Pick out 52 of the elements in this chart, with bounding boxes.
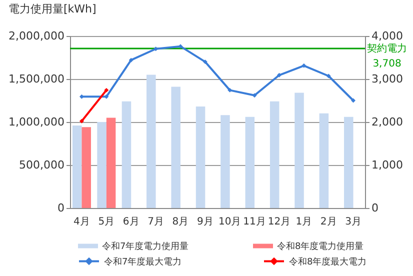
y2-tick-label: 2,000 xyxy=(372,116,403,128)
legend-label: 令和8年度電力使用量 xyxy=(277,241,364,252)
x-tick-label: 6月 xyxy=(122,216,140,228)
y-tick-label: 500,000 xyxy=(19,158,64,172)
ref-line-label: 契約電力 3,708 xyxy=(367,42,407,70)
point xyxy=(128,58,134,62)
bar xyxy=(72,125,82,208)
point xyxy=(302,63,306,68)
bar xyxy=(196,106,206,208)
y2-tick-label: 0 xyxy=(372,202,378,214)
point xyxy=(276,72,282,78)
x-tick-label: 4月 xyxy=(74,216,90,228)
y2-tick-label: 4,000 xyxy=(372,30,403,42)
point xyxy=(326,74,331,78)
y-tick-label: 1,500,000 xyxy=(8,72,64,86)
x-tick-label: 7月 xyxy=(148,216,164,228)
bar xyxy=(294,92,304,208)
x-tick-label: 2月 xyxy=(320,216,337,228)
x-tick-label: 5月 xyxy=(98,216,115,228)
point xyxy=(104,88,109,92)
y-tick-label: 0 xyxy=(58,202,64,214)
x-tick-label: 3月 xyxy=(345,216,362,228)
bar xyxy=(82,127,91,208)
bar xyxy=(171,86,180,208)
bar xyxy=(220,115,230,208)
bar xyxy=(146,74,156,208)
x-tick-label: 8月 xyxy=(172,216,189,228)
point xyxy=(228,88,232,92)
legend-label: 令和8年度最大電力 xyxy=(289,256,367,268)
bar xyxy=(122,101,132,208)
y2-tick-label: 1,000 xyxy=(372,158,403,172)
x-tick-label: 1月 xyxy=(296,216,312,228)
x-tick-label: 11月 xyxy=(243,216,266,228)
bar xyxy=(344,116,354,208)
y-tick-label: 2,000,000 xyxy=(8,30,64,42)
legend-label: 令和7年度最大電力 xyxy=(104,256,182,268)
y2-tick-label: 3,000 xyxy=(372,72,403,86)
point xyxy=(351,98,356,103)
bar xyxy=(270,101,280,208)
y-axis-title: 電力使用量[kWh] xyxy=(8,2,96,16)
point xyxy=(79,94,84,99)
x-tick-label: 10月 xyxy=(218,216,242,228)
bar xyxy=(319,113,329,208)
bar xyxy=(97,122,106,208)
point xyxy=(79,118,84,124)
bar xyxy=(106,118,116,208)
point xyxy=(202,60,208,64)
legend-label: 令和7年度電力使用量 xyxy=(102,241,189,252)
y-tick-label: 1,000,000 xyxy=(8,116,64,128)
x-tick-label: 12月 xyxy=(268,216,291,228)
x-tick-label: 9月 xyxy=(196,216,214,228)
bar xyxy=(245,116,255,208)
